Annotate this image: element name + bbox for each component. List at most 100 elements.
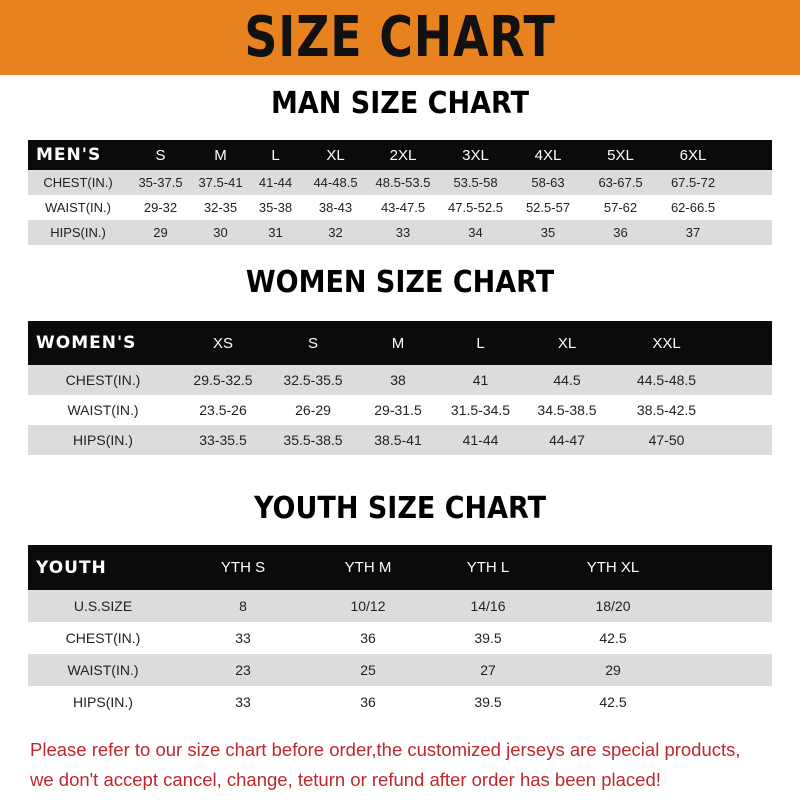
table-cell: 38-43	[318, 200, 353, 215]
table-cell: 42.5	[599, 630, 627, 646]
size-header: S	[155, 146, 166, 164]
table-cell: 31.5-34.5	[450, 402, 511, 418]
table-cell: 58-63	[531, 175, 565, 190]
table-cell: 36	[613, 225, 628, 240]
table-cell: 36	[360, 630, 376, 646]
table-cell: 38	[390, 372, 406, 388]
size-header: 5XL	[607, 146, 634, 164]
table-cell: 57-62	[603, 200, 638, 215]
table-cell: 29	[605, 662, 621, 678]
table-cell: 53.5-58	[453, 175, 498, 190]
size-header: L	[476, 334, 485, 352]
table-row: CHEST(IN.) 35-37.5 37.5-41 41-44 44-48.5 48.5…	[28, 170, 772, 195]
size-header: L	[271, 146, 280, 164]
table-cell: 30	[213, 225, 228, 240]
table-row: CHEST(IN.) 33 36 39.5 42.5	[28, 622, 772, 654]
table-cell: 31	[268, 225, 283, 240]
table-cell: 42.5	[599, 694, 627, 710]
table-cell: 23.5-26	[199, 402, 247, 418]
size-header: YTH S	[220, 559, 266, 576]
table-cell: 34	[468, 225, 483, 240]
table-cell: 44.5	[553, 372, 581, 388]
title-banner: SIZE CHART	[0, 0, 800, 75]
youth-title: YOUTH SIZE CHART	[253, 491, 547, 526]
header-row: MEN'S S M L XL 2XL 3XL 4XL 5XL 6XL	[28, 140, 772, 170]
size-header: YTH L	[466, 559, 510, 576]
table-row: HIPS(IN.) 33 36 39.5 42.5	[28, 686, 772, 718]
row-label: U.S.SIZE	[73, 598, 133, 614]
size-header: 3XL	[462, 146, 489, 164]
size-header: XXL	[652, 334, 681, 352]
table-cell: 29-32	[143, 200, 178, 215]
table-cell: 39.5	[474, 630, 502, 646]
table-cell: 34.5-38.5	[537, 402, 597, 418]
table-cell: 33-35.5	[199, 432, 247, 448]
row-label: WAIST(IN.)	[45, 200, 111, 215]
table-cell: 37	[685, 225, 701, 240]
table-cell: 35-38	[258, 200, 293, 215]
table-heading: WOMEN'S	[36, 333, 137, 353]
row-label: WAIST(IN.)	[67, 402, 139, 418]
size-header: XS	[212, 334, 233, 352]
table-cell: 44-48.5	[313, 175, 358, 190]
men-size-table: MEN'S S M L XL 2XL 3XL 4XL 5XL 6XL CHEST(IN.) 35-37…	[28, 140, 772, 245]
table-cell: 63-67.5	[598, 175, 643, 190]
size-header: M	[214, 146, 227, 164]
row-label: HIPS(IN.)	[50, 225, 106, 240]
row-label: HIPS(IN.)	[73, 432, 133, 448]
size-header: XL	[326, 146, 345, 164]
size-header: YTH M	[344, 559, 392, 576]
table-cell: 29-31.5	[374, 402, 422, 418]
table-cell: 26-29	[295, 402, 331, 418]
size-header: S	[307, 334, 318, 352]
row-label: CHEST(IN.)	[65, 630, 141, 646]
row-label: CHEST(IN.)	[65, 372, 141, 388]
table-row: WAIST(IN.) 29-32 32-35 35-38 38-43 43-47.5 47.…	[28, 195, 772, 220]
table-cell: 32.5-35.5	[283, 372, 343, 388]
size-header: 6XL	[679, 146, 707, 164]
size-header: 2XL	[389, 146, 417, 164]
table-row: WAIST(IN.) 23.5-26 26-29 29-31.5 31.5-34.5 34…	[28, 395, 772, 425]
table-cell: 41	[472, 372, 489, 388]
table-cell: 14/16	[470, 598, 506, 614]
table-cell: 38.5-42.5	[636, 402, 697, 418]
men-title: MAN SIZE CHART	[271, 86, 529, 121]
page-title: SIZE CHART	[244, 5, 556, 70]
table-cell: 35.5-38.5	[283, 432, 343, 448]
table-cell: 33	[395, 225, 411, 240]
table-cell: 62-66.5	[670, 200, 716, 215]
size-header: XL	[557, 334, 577, 352]
table-cell: 33	[235, 694, 251, 710]
table-cell: 38.5-41	[374, 432, 422, 448]
table-row: CHEST(IN.) 29.5-32.5 32.5-35.5 38 41 44.5 44.5…	[28, 365, 772, 395]
row-label: WAIST(IN.)	[67, 662, 139, 678]
table-cell: 37.5-41	[198, 175, 243, 190]
table-cell: 43-47.5	[380, 200, 426, 215]
disclaimer-line: Please refer to our size chart before or…	[30, 739, 741, 760]
table-cell: 52.5-57	[525, 200, 571, 215]
table-cell: 32-35	[203, 200, 238, 215]
table-cell: 48.5-53.5	[375, 175, 431, 190]
table-cell: 10/12	[350, 598, 386, 614]
table-cell: 8	[239, 598, 247, 614]
disclaimer-line: we don't accept cancel, change, teturn o…	[30, 769, 661, 790]
table-cell: 41-44	[462, 432, 499, 448]
table-cell: 35-37.5	[138, 175, 183, 190]
size-header: YTH XL	[586, 559, 640, 576]
table-cell: 27	[480, 662, 496, 678]
table-cell: 23	[235, 662, 251, 678]
table-row: WAIST(IN.) 23 25 27 29	[28, 654, 772, 686]
table-cell: 18/20	[595, 598, 631, 614]
table-cell: 25	[360, 662, 376, 678]
women-size-table: WOMEN'S XS S M L XL XXL CHEST(IN.) 29.5-32.5 32.5…	[28, 321, 772, 455]
table-cell: 41-44	[258, 175, 293, 190]
table-cell: 33	[235, 630, 251, 646]
women-title: WOMEN SIZE CHART	[245, 265, 555, 300]
header-row: YOUTH YTH S YTH M YTH L YTH XL	[28, 545, 772, 590]
table-cell: 32	[328, 225, 343, 240]
table-cell: 39.5	[474, 694, 502, 710]
table-cell: 44.5-48.5	[636, 372, 697, 388]
row-label: CHEST(IN.)	[43, 175, 113, 190]
table-cell: 35	[540, 225, 556, 240]
table-cell: 36	[360, 694, 376, 710]
